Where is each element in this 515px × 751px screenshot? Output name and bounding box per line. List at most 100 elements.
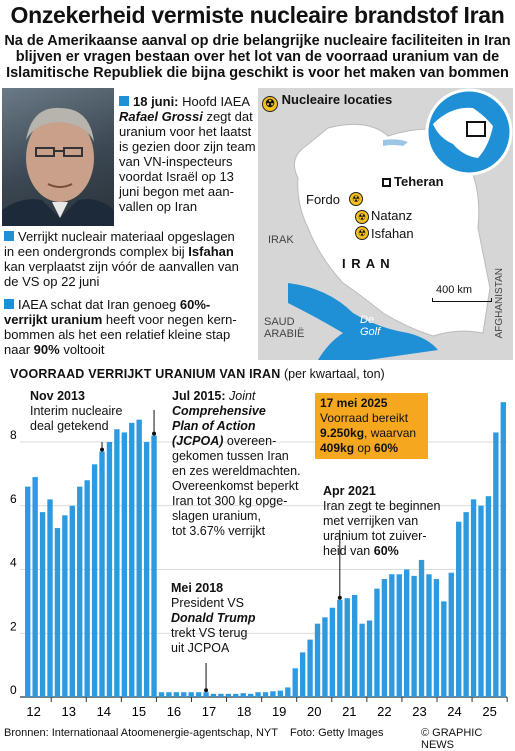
annotation-text: (JCPOA) bbox=[172, 434, 224, 448]
intro-line: blijven er vragen bestaan over het lot v… bbox=[15, 49, 500, 65]
bullet-square-icon bbox=[4, 231, 14, 241]
annotation-text-bold: 60% bbox=[373, 544, 399, 558]
bullet-text: kan verplaatst zijn vóór de aanvallen va… bbox=[4, 259, 239, 274]
annotation-dot bbox=[337, 595, 342, 600]
place-name: Isfahan bbox=[188, 244, 234, 259]
annotation-text-bold: 9.250kg bbox=[320, 426, 365, 440]
chart-bar bbox=[270, 691, 276, 697]
country-label-line: SAUD bbox=[264, 316, 295, 328]
chart-bar bbox=[470, 499, 477, 697]
bullet-grossi: 18 juni: Hoofd IAEA Rafael Grossi zegt d… bbox=[119, 94, 257, 214]
y-tick-label: 0 bbox=[10, 683, 17, 697]
bullet-text: de VS op 22 juni bbox=[4, 274, 100, 289]
chart-bar bbox=[39, 512, 46, 697]
bullet-text: uranium voor het laatst bbox=[119, 124, 252, 139]
annotation-text: met verrijken van bbox=[323, 514, 419, 528]
annotation-dot bbox=[204, 688, 209, 693]
country-label-irak: IRAK bbox=[268, 234, 294, 246]
bullet-estimate: IAEA schat dat Iran genoeg 60%- verrijkt… bbox=[4, 297, 256, 357]
chart-bar bbox=[77, 486, 83, 697]
chart-bar bbox=[151, 435, 157, 697]
annotation-text: Overeenkomst beperkt bbox=[172, 479, 299, 493]
chart-bar bbox=[203, 692, 209, 697]
bullet-date: 18 juni: bbox=[133, 94, 179, 109]
y-tick-label: 2 bbox=[10, 619, 17, 633]
chart-bar bbox=[381, 579, 388, 697]
annotation-text: deal getekend bbox=[30, 419, 109, 433]
x-tick-label: 13 bbox=[61, 704, 75, 719]
chart-bar bbox=[292, 668, 298, 697]
person-name: Rafael Grossi bbox=[119, 109, 203, 124]
bullet-text: naar bbox=[4, 342, 31, 357]
chart-bar bbox=[396, 574, 402, 697]
annotation-text: President VS bbox=[171, 596, 244, 610]
map-legend: ☢ Nucleaire locaties bbox=[262, 92, 392, 112]
annotation-jul2015: Jul 2015: Joint Comprehensive Plan of Ac… bbox=[172, 389, 317, 539]
chart-bar bbox=[69, 505, 75, 697]
bullet-text: voordat Israël op 13 bbox=[119, 169, 234, 184]
globe-inset bbox=[425, 88, 513, 176]
bullet-text: voltooit bbox=[63, 342, 105, 357]
bullet-text: vallen op Iran bbox=[119, 199, 198, 214]
sea-label-line: Golf bbox=[360, 326, 381, 338]
annotation-text: en zes wereldmachten. bbox=[172, 464, 301, 478]
chart-bar bbox=[255, 692, 261, 697]
city-label-isfahan: Isfahan bbox=[371, 226, 414, 241]
annotation-dot bbox=[100, 447, 105, 452]
map-legend-label: Nucleaire locaties bbox=[281, 92, 393, 107]
chart-bar bbox=[136, 419, 142, 697]
intro-text: Na de Amerikaanse aanval op drie belangr… bbox=[4, 33, 511, 81]
chart-bar bbox=[404, 569, 410, 697]
x-tick-label: 18 bbox=[237, 704, 251, 719]
annotation-mei2025: 17 mei 2025 Voorraad bereikt 9.250kg, wa… bbox=[315, 393, 428, 459]
chart-bar bbox=[218, 693, 224, 697]
chart-bar bbox=[114, 429, 120, 697]
bullet-text: in een ondergronds complex bij bbox=[4, 244, 185, 259]
chart-bar bbox=[129, 422, 135, 697]
annotation-text: , waarvan bbox=[364, 426, 417, 440]
annotation-text: overeen- bbox=[226, 434, 277, 448]
map-scale-label: 400 km bbox=[436, 284, 473, 296]
chart-bar bbox=[322, 617, 328, 697]
chart-bar bbox=[143, 442, 150, 697]
chart-bar bbox=[426, 574, 432, 697]
chart-bar bbox=[32, 477, 38, 697]
bullet-text-bold: 90% bbox=[33, 342, 60, 357]
intro-line: Islamitische Republiek die bijna geschik… bbox=[6, 65, 509, 81]
chart-bar bbox=[389, 574, 395, 697]
chart-bar bbox=[485, 496, 492, 697]
chart-bar bbox=[314, 623, 321, 697]
annotation-dot bbox=[152, 431, 157, 436]
chart-bar bbox=[54, 528, 61, 697]
chart-bar bbox=[84, 480, 90, 697]
y-tick-label: 6 bbox=[10, 492, 17, 506]
bullet-text: Hoofd IAEA bbox=[182, 94, 251, 109]
chart-bar bbox=[344, 598, 350, 697]
annotation-date: Apr 2021 bbox=[323, 484, 376, 498]
city-label-teheran: Teheran bbox=[394, 174, 444, 189]
portrait-illustration bbox=[2, 107, 114, 226]
country-label-iran: I R A N bbox=[342, 256, 391, 271]
chart-bar bbox=[433, 579, 440, 697]
city-label-fordo: Fordo bbox=[306, 192, 340, 207]
capital-marker-icon bbox=[382, 178, 391, 187]
photo-credit: Foto: Getty Images bbox=[290, 727, 384, 739]
bullet-text: Verrijkt nucleair materiaal opgeslagen bbox=[18, 229, 235, 244]
chart-bar bbox=[337, 599, 343, 697]
map-scale-bar bbox=[432, 298, 492, 302]
radiation-icon: ☢ bbox=[355, 210, 369, 224]
chart-bar bbox=[225, 693, 232, 697]
sources-credit: Bronnen: Internationaal Atoomenergie-age… bbox=[4, 727, 278, 739]
x-tick-label: 19 bbox=[272, 704, 286, 719]
bullet-text: IAEA schat dat Iran genoeg bbox=[18, 297, 177, 312]
chart-bar bbox=[359, 623, 365, 697]
radiation-icon: ☢ bbox=[355, 226, 369, 240]
x-tick-label: 14 bbox=[97, 704, 111, 719]
annotation-text: heid van bbox=[323, 544, 371, 558]
chart-bar bbox=[233, 693, 239, 697]
bullet-square-icon bbox=[4, 299, 14, 309]
annotation-text: gekomen tussen Iran bbox=[172, 449, 289, 463]
annotation-text: Comprehensive bbox=[172, 404, 266, 418]
annotation-text: Interim nucleaire bbox=[30, 404, 123, 418]
